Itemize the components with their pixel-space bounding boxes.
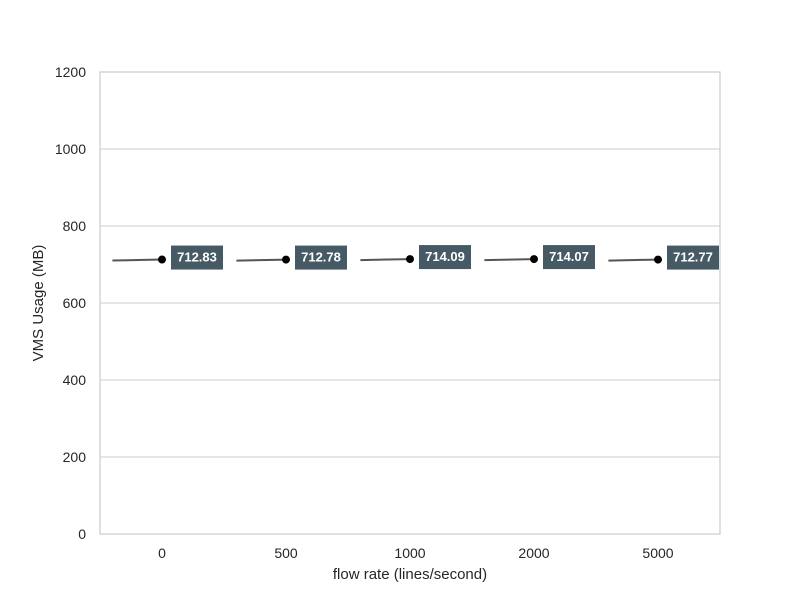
- series-segment: [236, 258, 287, 262]
- data-label-box: [667, 245, 719, 270]
- data-label-box: [419, 245, 471, 270]
- y-tick-label: 200: [63, 449, 87, 465]
- data-point-marker: [282, 255, 290, 264]
- series-lines: [112, 255, 662, 264]
- data-point-marker: [158, 255, 166, 264]
- series-segment: [112, 258, 163, 262]
- y-tick-label: 600: [63, 295, 87, 311]
- data-label-text: 712.83: [177, 250, 217, 265]
- data-label-text: 712.77: [673, 250, 713, 265]
- data-point-marker: [654, 255, 662, 264]
- data-label-box: [171, 245, 223, 270]
- data-label: 714.09: [419, 245, 471, 270]
- data-label-text: 712.78: [301, 250, 341, 265]
- y-axis-label: VMS Usage (MB): [30, 245, 47, 362]
- data-label: 712.78: [295, 245, 347, 270]
- data-label-text: 714.09: [425, 249, 465, 264]
- data-labels: 712.83 712.78 714.09 714.07 712.77: [171, 245, 719, 270]
- x-tick-label: 1000: [394, 545, 425, 561]
- data-label-text: 714.07: [549, 249, 589, 264]
- x-tick-label: 5000: [642, 545, 673, 561]
- y-tick-label: 400: [63, 372, 87, 388]
- x-tick-labels: 0 500 1000 2000 5000: [158, 545, 674, 561]
- series-segment: [608, 258, 659, 262]
- data-point-marker: [530, 255, 538, 264]
- data-label: 712.83: [171, 245, 223, 270]
- series-segment: [360, 258, 411, 262]
- x-tick-label: 2000: [518, 545, 549, 561]
- plot-area-frame: [99, 71, 721, 535]
- data-label-box: [295, 245, 347, 270]
- y-tick-labels: 0 200 400 600 800 1000 1200: [55, 64, 86, 542]
- data-label: 714.07: [543, 245, 595, 270]
- data-point-marker: [406, 255, 414, 264]
- x-tick-label: 500: [274, 545, 298, 561]
- series-segment: [484, 258, 535, 262]
- gridlines: [100, 71, 720, 535]
- y-tick-label: 800: [63, 218, 87, 234]
- x-tick-label: 0: [158, 545, 166, 561]
- y-tick-label: 1000: [55, 141, 86, 157]
- x-axis-label: flow rate (lines/second): [333, 566, 487, 583]
- data-label-box: [543, 245, 595, 270]
- y-tick-label: 1200: [55, 64, 86, 80]
- y-tick-label: 0: [78, 526, 86, 542]
- data-label: 712.77: [667, 245, 719, 270]
